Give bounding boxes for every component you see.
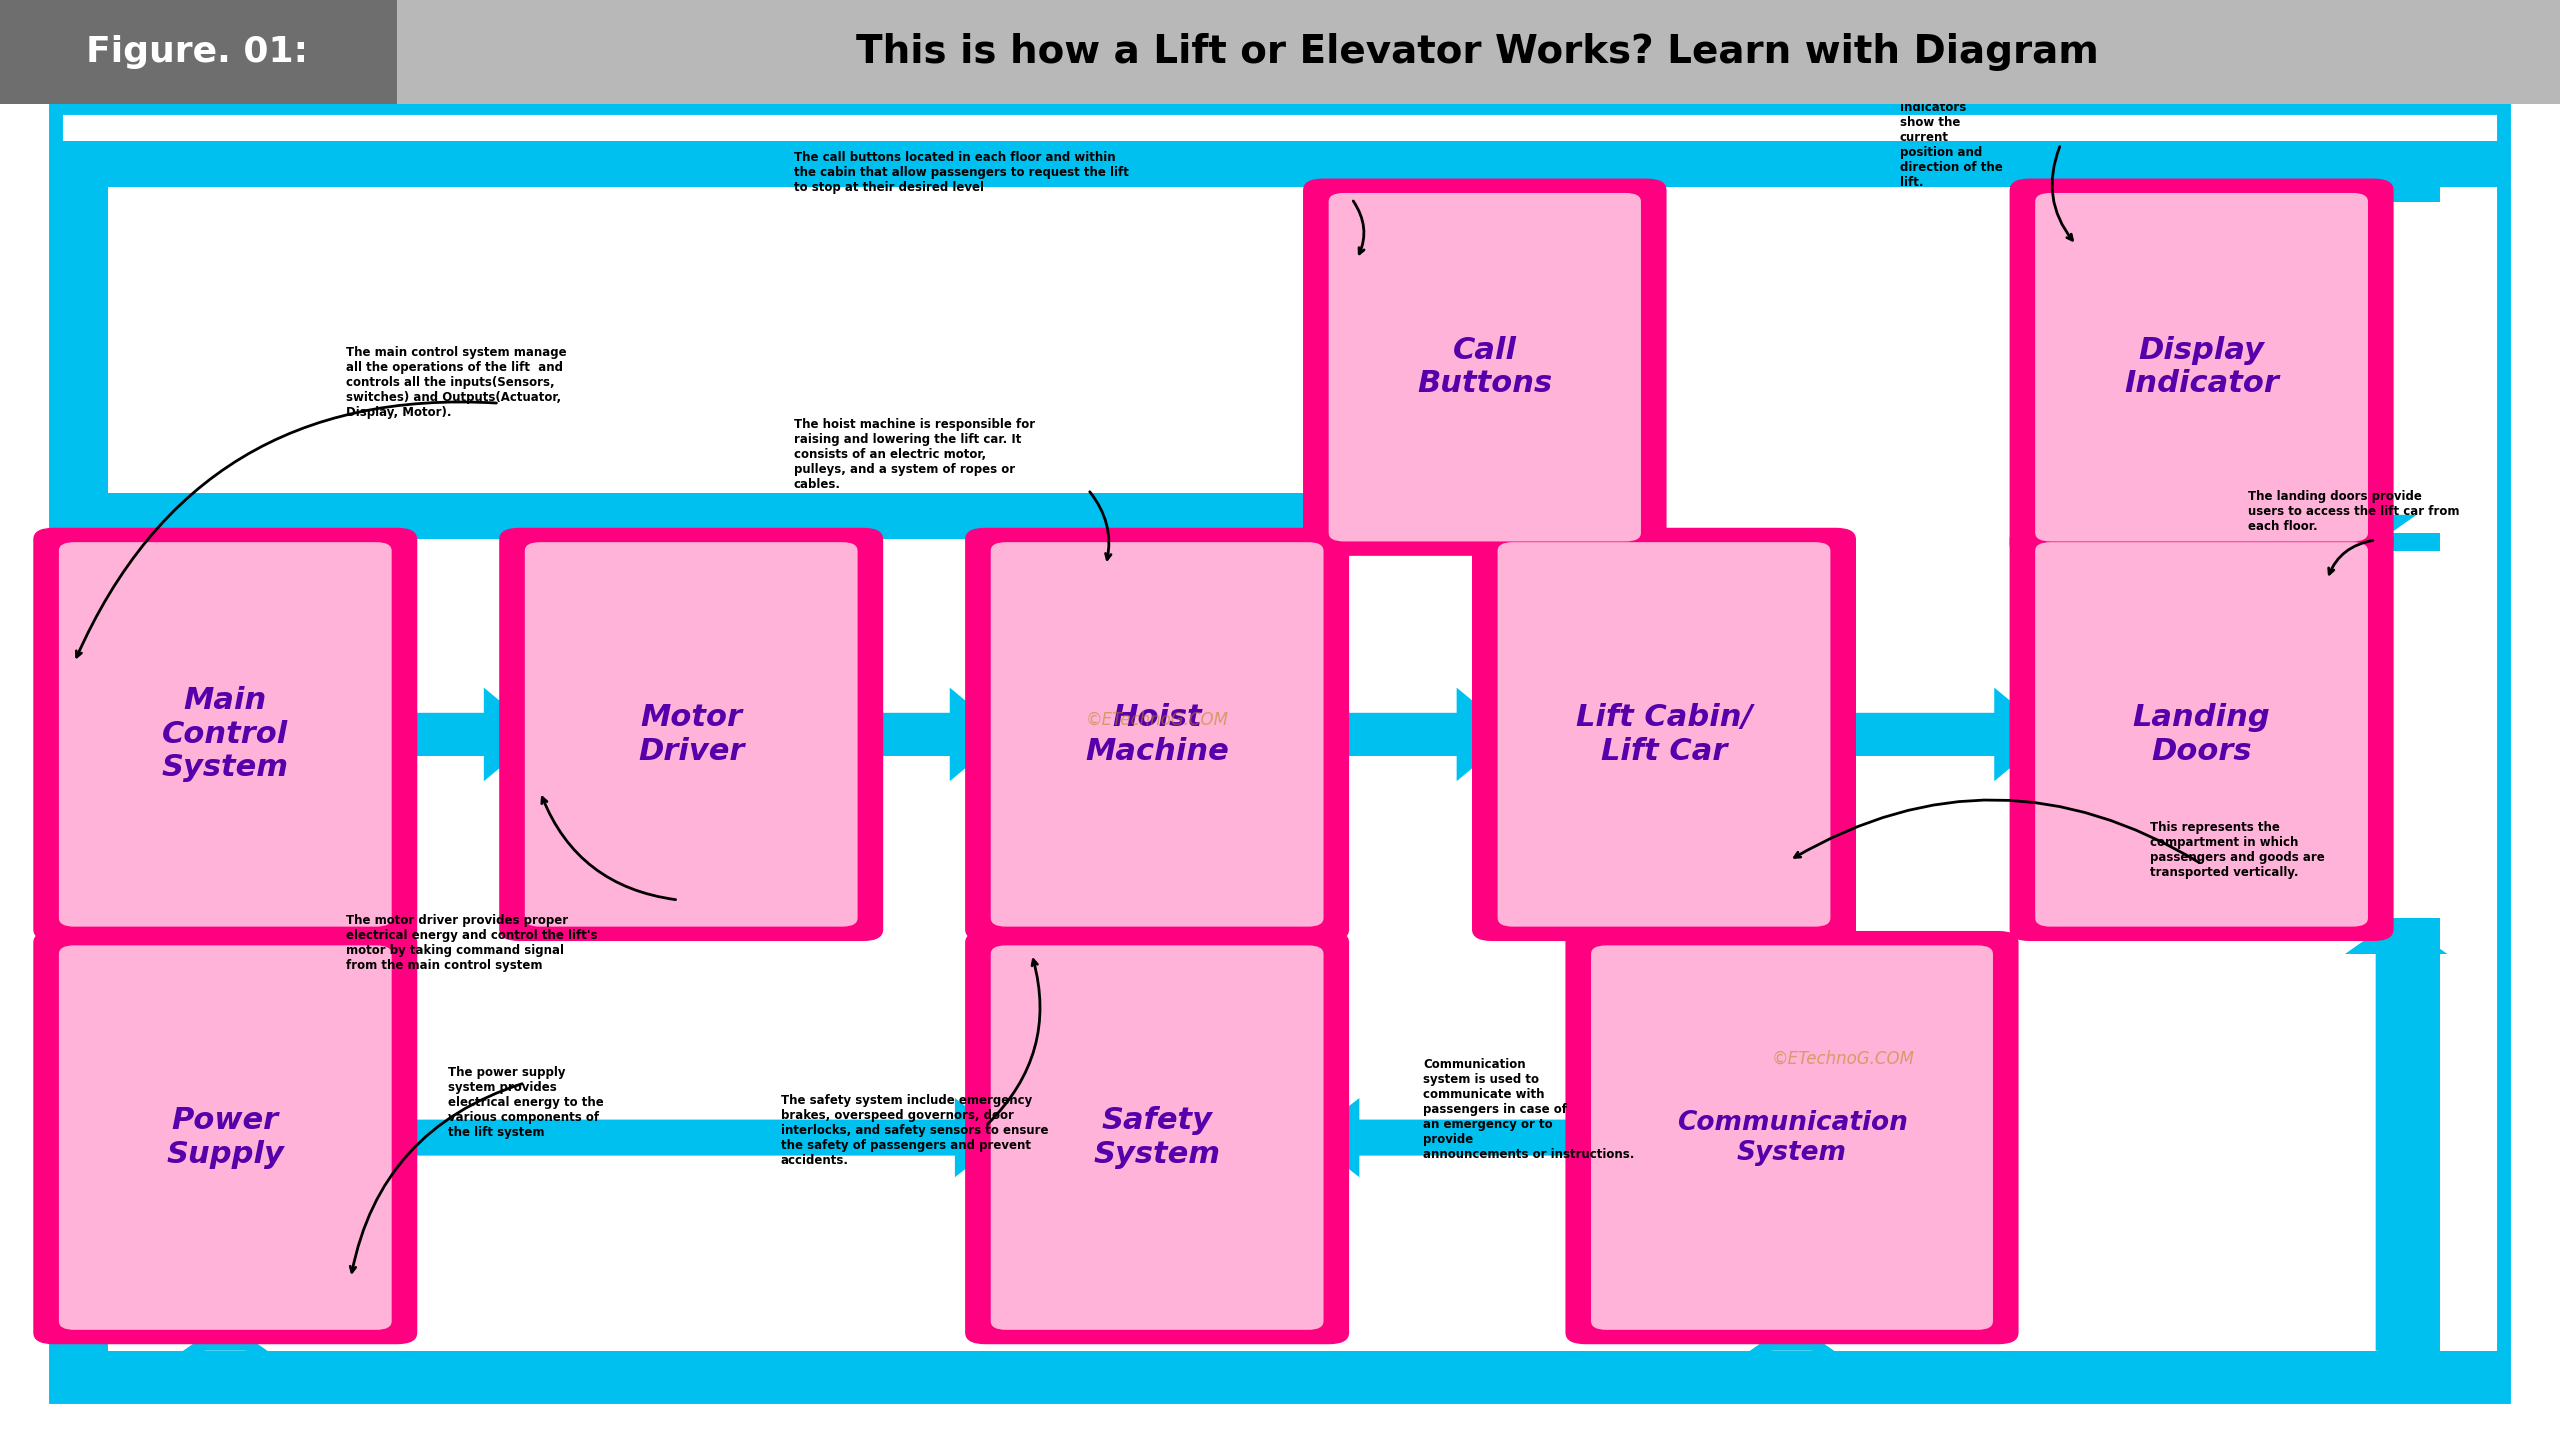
FancyArrow shape: [174, 1322, 276, 1356]
Text: The safety system include emergency
brakes, overspeed governors, door
interlocks: The safety system include emergency brak…: [781, 1094, 1047, 1168]
FancyBboxPatch shape: [525, 543, 858, 927]
FancyBboxPatch shape: [1564, 930, 2017, 1345]
Text: Landing
Doors: Landing Doors: [2132, 703, 2271, 766]
FancyBboxPatch shape: [991, 543, 1324, 927]
FancyBboxPatch shape: [33, 528, 417, 942]
FancyBboxPatch shape: [33, 930, 417, 1345]
FancyArrow shape: [376, 1097, 1006, 1178]
FancyArrow shape: [1308, 1097, 1608, 1178]
FancyArrow shape: [1308, 688, 1513, 780]
Bar: [56, 141, 2504, 187]
Bar: [56, 187, 108, 926]
Text: ©ETechnoG.COM: ©ETechnoG.COM: [1085, 711, 1229, 729]
Text: This represents the
compartment in which
passengers and goods are
transported ve: This represents the compartment in which…: [2150, 821, 2324, 878]
FancyArrow shape: [1106, 919, 1208, 955]
FancyBboxPatch shape: [1303, 179, 1667, 556]
FancyArrow shape: [1613, 919, 1715, 955]
Text: Display
Indicator: Display Indicator: [2125, 336, 2278, 399]
Text: Safety
System: Safety System: [1093, 1106, 1221, 1169]
FancyBboxPatch shape: [2035, 193, 2368, 541]
Text: The landing doors provide
users to access the lift car from
each floor.: The landing doors provide users to acces…: [2248, 490, 2460, 533]
Bar: [56, 1351, 2504, 1397]
FancyArrow shape: [2150, 166, 2253, 202]
Bar: [56, 492, 1334, 540]
Bar: [0, 0, 397, 104]
FancyArrow shape: [174, 516, 276, 552]
Bar: [2378, 919, 2440, 1351]
Bar: [2378, 533, 2440, 552]
FancyBboxPatch shape: [2035, 543, 2368, 927]
FancyBboxPatch shape: [59, 945, 392, 1331]
Text: The power supply
system provides
electrical energy to the
various components of
: The power supply system provides electri…: [448, 1066, 604, 1139]
FancyBboxPatch shape: [2010, 179, 2394, 556]
FancyArrow shape: [376, 688, 540, 780]
FancyArrow shape: [842, 688, 1006, 780]
Text: The motor driver provides proper
electrical energy and control the lift's
motor : The motor driver provides proper electri…: [346, 914, 596, 972]
FancyBboxPatch shape: [2010, 528, 2394, 942]
Bar: [397, 0, 2560, 104]
FancyArrow shape: [2345, 919, 2447, 1351]
FancyBboxPatch shape: [1472, 528, 1856, 942]
FancyBboxPatch shape: [59, 543, 392, 927]
Text: Lift Cabin/
Lift Car: Lift Cabin/ Lift Car: [1577, 703, 1751, 766]
FancyBboxPatch shape: [965, 528, 1349, 942]
Text: Communication
System: Communication System: [1677, 1110, 1907, 1165]
FancyBboxPatch shape: [965, 930, 1349, 1345]
Text: Motor
Driver: Motor Driver: [637, 703, 745, 766]
FancyArrow shape: [640, 516, 742, 552]
FancyBboxPatch shape: [991, 945, 1324, 1331]
Text: The call buttons located in each floor and within
the cabin that allow passenger: The call buttons located in each floor a…: [794, 151, 1129, 194]
Text: The hoist machine is responsible for
raising and lowering the lift car. It
consi: The hoist machine is responsible for rai…: [794, 418, 1034, 491]
FancyBboxPatch shape: [1592, 945, 1994, 1331]
Text: ©ETechnoG.COM: ©ETechnoG.COM: [1772, 1050, 1915, 1067]
FancyArrow shape: [1434, 166, 1536, 202]
Text: Call
Buttons: Call Buttons: [1418, 336, 1551, 399]
FancyArrow shape: [1106, 516, 1208, 552]
Bar: [56, 108, 2504, 1397]
FancyArrow shape: [1741, 1322, 1843, 1356]
Text: Main
Control
System: Main Control System: [161, 687, 289, 782]
FancyArrow shape: [2314, 209, 2417, 552]
FancyBboxPatch shape: [499, 528, 883, 942]
FancyBboxPatch shape: [1498, 543, 1830, 927]
Text: Communication
system is used to
communicate with
passengers in case of
an emerge: Communication system is used to communic…: [1423, 1058, 1636, 1162]
Bar: [56, 1322, 108, 1351]
Text: This is how a Lift or Elevator Works? Learn with Diagram: This is how a Lift or Elevator Works? Le…: [855, 33, 2099, 71]
Text: displays and
indicators
show the
current
position and
direction of the
lift.: displays and indicators show the current…: [1900, 86, 2002, 190]
Bar: [2378, 187, 2440, 202]
Text: The main control system manage
all the operations of the lift  and
controls all : The main control system manage all the o…: [346, 346, 566, 419]
FancyBboxPatch shape: [1329, 193, 1641, 541]
Text: Figure. 01:: Figure. 01:: [87, 35, 307, 69]
FancyArrow shape: [1815, 688, 2051, 780]
Text: Hoist
Machine: Hoist Machine: [1085, 703, 1229, 766]
Text: Power
Supply: Power Supply: [166, 1106, 284, 1169]
